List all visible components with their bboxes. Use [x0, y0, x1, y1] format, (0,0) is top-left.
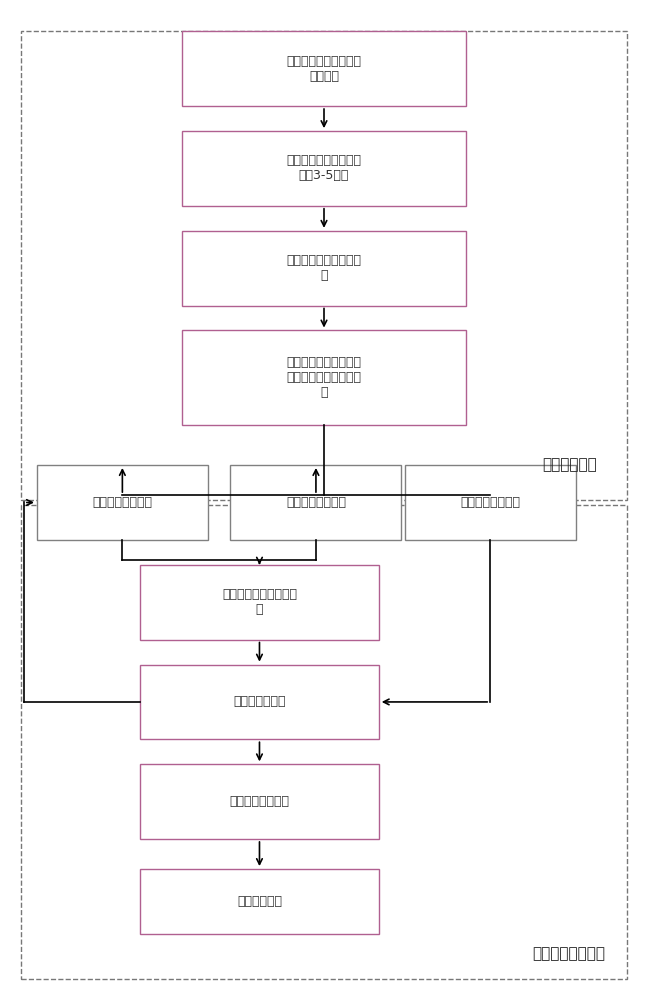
Text: 惯导机械编排定位: 惯导机械编排定位: [286, 496, 346, 509]
Text: 数据采集过程: 数据采集过程: [542, 458, 597, 473]
Text: 更新相似度地图: 更新相似度地图: [233, 695, 286, 708]
FancyBboxPatch shape: [182, 330, 466, 425]
Text: 扩展卡尔曼滤波组合定
位: 扩展卡尔曼滤波组合定 位: [222, 588, 297, 616]
FancyBboxPatch shape: [231, 465, 401, 540]
FancyBboxPatch shape: [37, 465, 208, 540]
Text: 激光点云匹配定位: 激光点云匹配定位: [93, 496, 152, 509]
Text: 生成激光点云和惯导陀
螺仪和加速度计原始数
据: 生成激光点云和惯导陀 螺仪和加速度计原始数 据: [286, 356, 362, 399]
FancyBboxPatch shape: [140, 764, 379, 839]
Text: 输出制图结果: 输出制图结果: [237, 895, 282, 908]
Text: 推扫室内环境，采集点
云: 推扫室内环境，采集点 云: [286, 254, 362, 282]
FancyBboxPatch shape: [140, 565, 379, 640]
FancyBboxPatch shape: [404, 465, 575, 540]
Text: 定位及制图后处理: 定位及制图后处理: [533, 946, 606, 961]
Text: 初始化相似度地图: 初始化相似度地图: [460, 496, 520, 509]
FancyBboxPatch shape: [182, 131, 466, 206]
Text: 启动数据软件，并静置
平台3-5分钟: 启动数据软件，并静置 平台3-5分钟: [286, 154, 362, 182]
Text: 配置传感器硬件和数据
采集软件: 配置传感器硬件和数据 采集软件: [286, 55, 362, 83]
Text: 动态物体检测剔除: 动态物体检测剔除: [229, 795, 290, 808]
FancyBboxPatch shape: [140, 869, 379, 934]
FancyBboxPatch shape: [182, 231, 466, 306]
FancyBboxPatch shape: [140, 665, 379, 739]
FancyBboxPatch shape: [182, 31, 466, 106]
